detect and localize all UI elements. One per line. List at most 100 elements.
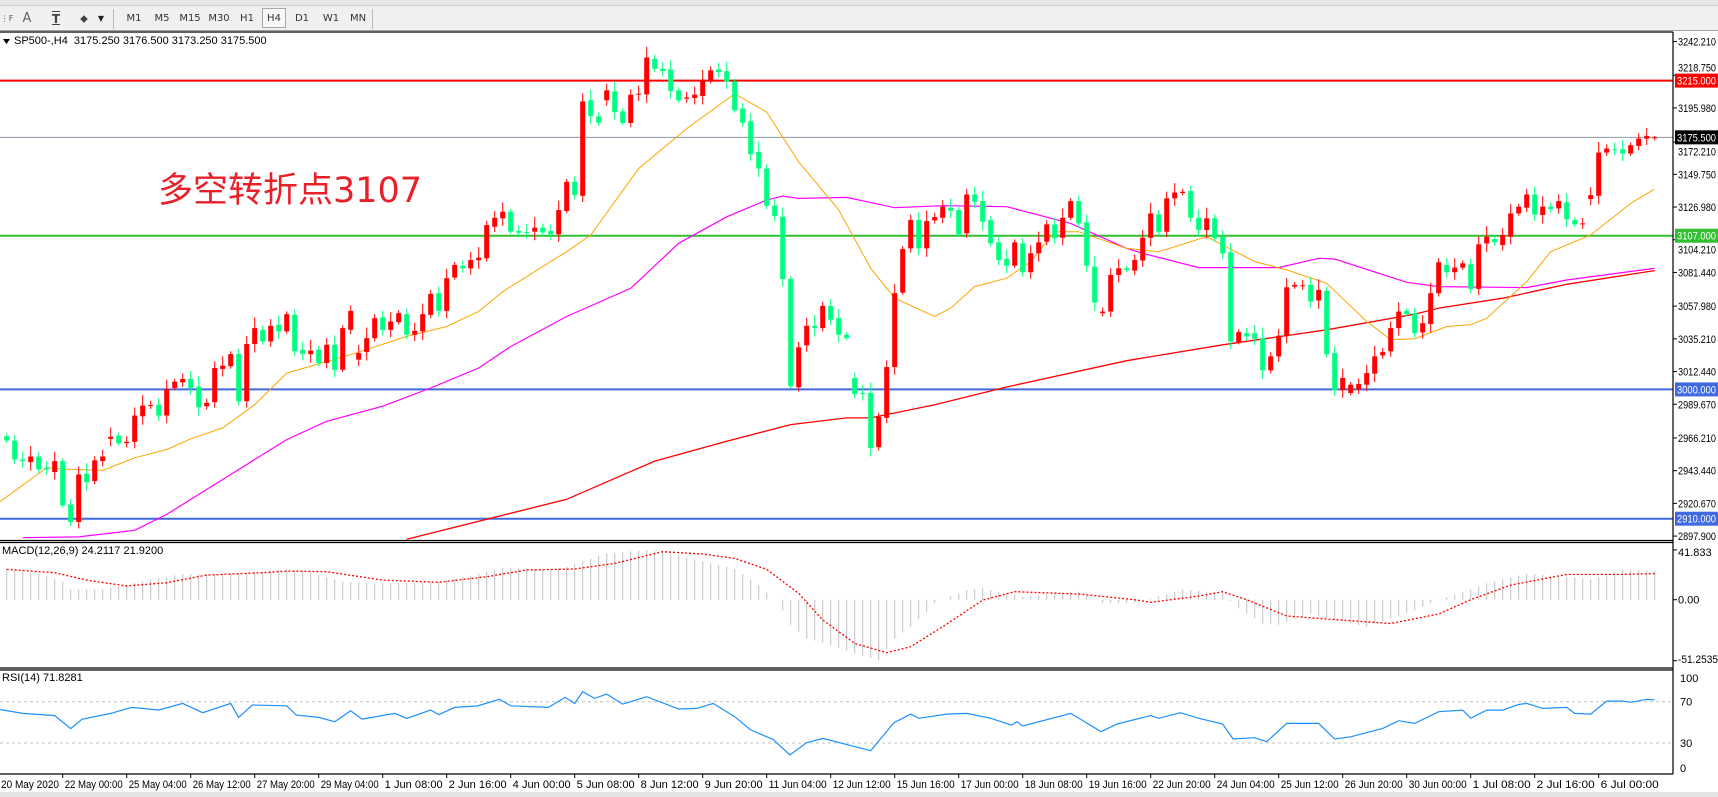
- candle[interactable]: [1052, 217, 1058, 244]
- candle[interactable]: [980, 190, 986, 231]
- candle[interactable]: [108, 427, 114, 447]
- candle[interactable]: [668, 60, 674, 99]
- candle[interactable]: [804, 317, 810, 352]
- candle[interactable]: [164, 379, 170, 424]
- candle[interactable]: [756, 141, 762, 178]
- candle[interactable]: [780, 207, 786, 287]
- candle[interactable]: [812, 315, 818, 337]
- candle[interactable]: [172, 378, 178, 391]
- candle[interactable]: [1140, 229, 1146, 268]
- candle[interactable]: [332, 335, 338, 378]
- candle[interactable]: [268, 319, 274, 347]
- candle[interactable]: [428, 289, 434, 319]
- candle[interactable]: [444, 268, 450, 319]
- candle[interactable]: [60, 458, 66, 508]
- candle[interactable]: [196, 376, 202, 416]
- candle[interactable]: [84, 463, 90, 491]
- chevron-down-icon[interactable]: ▼: [97, 14, 105, 23]
- candle[interactable]: [212, 361, 218, 408]
- candle[interactable]: [252, 317, 258, 353]
- candle[interactable]: [724, 61, 730, 89]
- candle[interactable]: [412, 322, 418, 342]
- candle[interactable]: [1524, 189, 1530, 213]
- candle[interactable]: [1284, 277, 1290, 344]
- candle[interactable]: [524, 223, 530, 239]
- timeframe-w1-button[interactable]: W1: [322, 13, 340, 24]
- candle[interactable]: [1396, 302, 1402, 336]
- candle[interactable]: [676, 87, 682, 103]
- candle[interactable]: [1268, 352, 1274, 374]
- candle[interactable]: [228, 351, 234, 369]
- candle[interactable]: [324, 338, 330, 369]
- candle[interactable]: [1588, 187, 1594, 206]
- candle[interactable]: [1444, 258, 1450, 278]
- candle[interactable]: [660, 62, 666, 77]
- candle[interactable]: [1476, 236, 1482, 296]
- candle[interactable]: [1228, 242, 1234, 349]
- candle[interactable]: [1564, 193, 1570, 227]
- candle[interactable]: [532, 217, 538, 241]
- candle[interactable]: [1180, 188, 1186, 196]
- candle[interactable]: [596, 112, 602, 127]
- fibonacci-fan-icon[interactable]: ⋮F: [0, 14, 14, 23]
- candle[interactable]: [220, 356, 226, 377]
- candle[interactable]: [860, 384, 866, 401]
- candle[interactable]: [772, 198, 778, 222]
- candle[interactable]: [884, 360, 890, 424]
- candle[interactable]: [1620, 139, 1626, 162]
- candle[interactable]: [1420, 315, 1426, 339]
- candle[interactable]: [468, 251, 474, 275]
- candle[interactable]: [132, 407, 138, 449]
- rsi-pane[interactable]: [0, 690, 1673, 756]
- candle[interactable]: [1412, 307, 1418, 338]
- candle[interactable]: [588, 89, 594, 125]
- candle[interactable]: [4, 433, 10, 443]
- candle[interactable]: [612, 82, 618, 120]
- candle[interactable]: [1084, 214, 1090, 273]
- candle[interactable]: [852, 372, 858, 399]
- candle[interactable]: [996, 235, 1002, 266]
- candle[interactable]: [1380, 347, 1386, 359]
- candle[interactable]: [628, 89, 634, 128]
- candle[interactable]: [1204, 207, 1210, 239]
- candle[interactable]: [1292, 281, 1298, 289]
- candle[interactable]: [1276, 328, 1282, 362]
- candle[interactable]: [28, 445, 34, 471]
- candle[interactable]: [1356, 378, 1362, 394]
- candle[interactable]: [836, 308, 842, 343]
- candle[interactable]: [1308, 276, 1314, 308]
- candle[interactable]: [1132, 254, 1138, 276]
- candle[interactable]: [948, 198, 954, 219]
- candle[interactable]: [1628, 142, 1634, 156]
- candle[interactable]: [1548, 202, 1554, 213]
- candle[interactable]: [876, 412, 882, 451]
- candle[interactable]: [1252, 325, 1258, 346]
- candle[interactable]: [1332, 346, 1338, 396]
- candle[interactable]: [420, 303, 426, 340]
- candle[interactable]: [284, 311, 290, 334]
- text-box-tool-button[interactable]: T: [51, 12, 61, 26]
- candle[interactable]: [188, 370, 194, 395]
- candle[interactable]: [788, 276, 794, 389]
- candle[interactable]: [764, 164, 770, 210]
- candle[interactable]: [1060, 208, 1066, 246]
- candle[interactable]: [796, 341, 802, 392]
- candle[interactable]: [116, 432, 122, 446]
- candle[interactable]: [276, 315, 282, 339]
- candle[interactable]: [1004, 249, 1010, 274]
- candle[interactable]: [1644, 127, 1650, 146]
- candle[interactable]: [620, 108, 626, 126]
- candle[interactable]: [1532, 186, 1538, 221]
- candle[interactable]: [1012, 239, 1018, 268]
- candle[interactable]: [1388, 321, 1394, 357]
- candle[interactable]: [148, 400, 154, 409]
- candle[interactable]: [1372, 345, 1378, 383]
- candle[interactable]: [1172, 183, 1178, 206]
- candle[interactable]: [1436, 258, 1442, 297]
- candle[interactable]: [1044, 220, 1050, 245]
- candle[interactable]: [52, 451, 58, 480]
- candle[interactable]: [1404, 307, 1410, 317]
- candle[interactable]: [716, 62, 722, 78]
- candle[interactable]: [972, 186, 978, 209]
